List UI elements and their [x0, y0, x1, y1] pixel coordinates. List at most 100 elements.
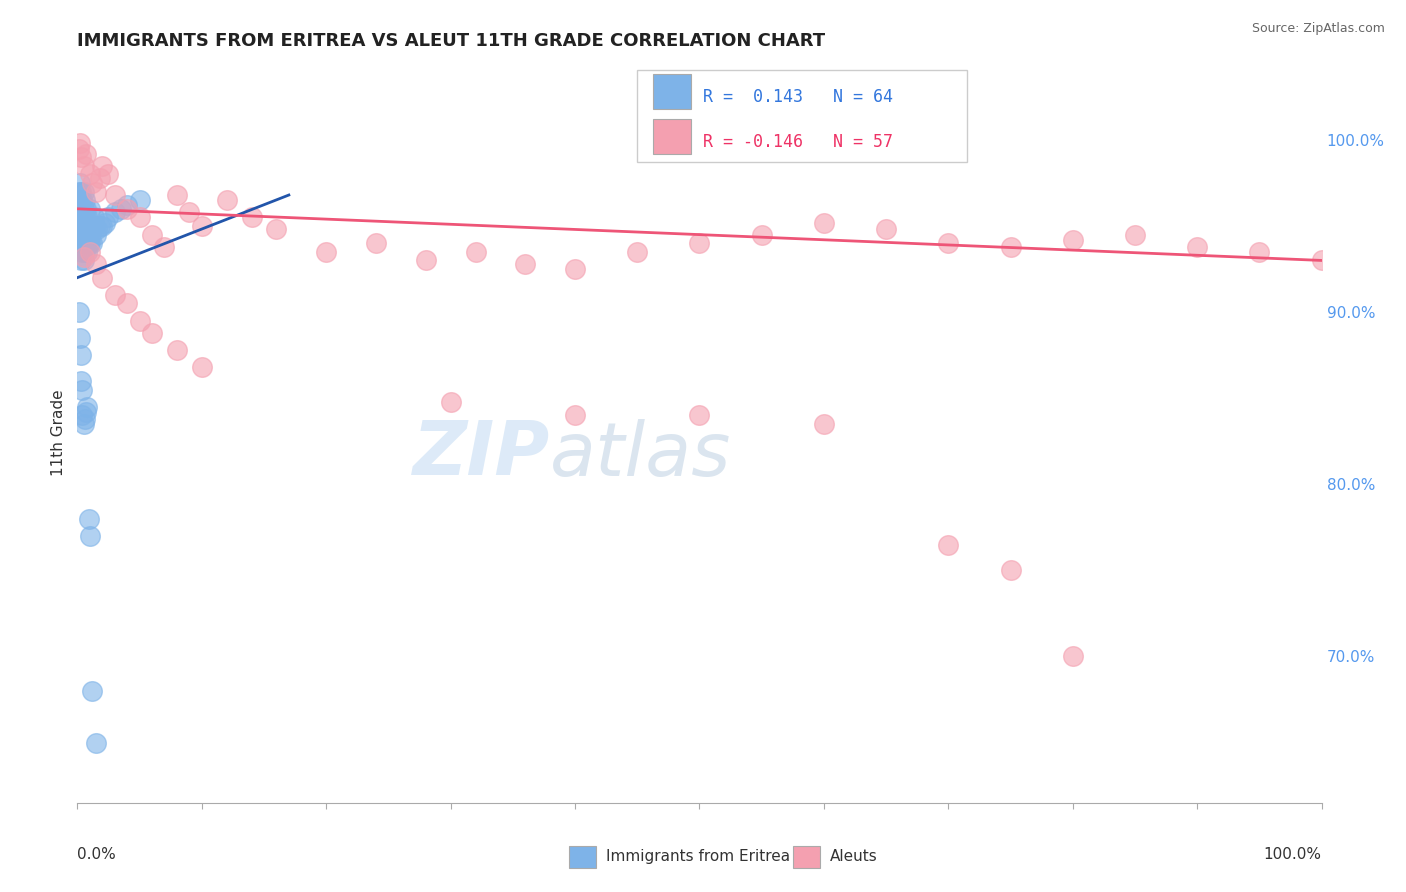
Point	[84, 227, 107, 242]
Point	[813, 216, 835, 230]
Point	[439, 394, 461, 409]
Point	[75, 405, 97, 419]
Point	[1000, 240, 1022, 254]
Point	[77, 236, 100, 251]
FancyBboxPatch shape	[654, 74, 690, 110]
Point	[751, 227, 773, 242]
Point	[77, 219, 100, 233]
Point	[73, 211, 96, 225]
Point	[689, 236, 711, 251]
Point	[626, 244, 648, 259]
Point	[91, 159, 114, 173]
Point	[80, 227, 103, 242]
Point	[128, 211, 150, 225]
Point	[240, 211, 263, 225]
Point	[77, 512, 100, 526]
Point	[79, 236, 101, 251]
Point	[86, 222, 108, 236]
Text: atlas: atlas	[550, 419, 731, 491]
Text: Immigrants from Eritrea: Immigrants from Eritrea	[606, 849, 790, 864]
Point	[91, 219, 114, 233]
Point	[82, 236, 104, 251]
Point	[67, 185, 90, 199]
Point	[179, 205, 201, 219]
Point	[84, 735, 107, 749]
Text: ZIP: ZIP	[413, 418, 550, 491]
Point	[89, 219, 111, 233]
Point	[73, 227, 96, 242]
Point	[115, 202, 138, 216]
Point	[75, 146, 97, 161]
Point	[83, 211, 105, 225]
Point	[1000, 563, 1022, 577]
Point	[415, 253, 437, 268]
Point	[104, 188, 127, 202]
Point	[97, 167, 120, 181]
Point	[464, 244, 486, 259]
Point	[266, 222, 288, 236]
FancyBboxPatch shape	[637, 70, 967, 162]
Point	[128, 314, 150, 328]
Point	[72, 227, 94, 242]
Y-axis label: 11th Grade: 11th Grade	[51, 389, 66, 476]
Point	[104, 288, 127, 302]
Text: R = -0.146   N = 57: R = -0.146 N = 57	[703, 133, 893, 151]
Point	[69, 227, 91, 242]
Point	[82, 176, 104, 190]
Point	[89, 170, 111, 185]
Point	[75, 219, 97, 233]
Point	[91, 270, 114, 285]
Point	[1249, 244, 1271, 259]
Point	[73, 244, 96, 259]
Point	[72, 244, 94, 259]
Point	[76, 227, 98, 242]
Point	[110, 202, 132, 216]
Point	[76, 211, 98, 225]
Point	[875, 222, 897, 236]
Point	[70, 253, 93, 268]
Point	[75, 236, 97, 251]
Point	[79, 167, 101, 181]
Point	[564, 262, 586, 277]
Point	[315, 244, 337, 259]
Point	[67, 219, 90, 233]
Point	[166, 343, 188, 357]
Point	[936, 537, 959, 551]
Point	[69, 136, 91, 151]
Point	[70, 185, 93, 199]
Text: 100.0%: 100.0%	[1264, 847, 1322, 863]
Point	[72, 185, 94, 199]
Point	[128, 193, 150, 207]
Point	[69, 211, 91, 225]
Point	[104, 205, 127, 219]
Point	[70, 202, 93, 216]
Point	[72, 383, 94, 397]
FancyBboxPatch shape	[654, 119, 690, 154]
Point	[515, 257, 537, 271]
Point	[215, 193, 238, 207]
Point	[76, 244, 98, 259]
Point	[84, 257, 107, 271]
Point	[79, 219, 101, 233]
Point	[84, 185, 107, 199]
Point	[67, 142, 90, 156]
Point	[72, 236, 94, 251]
Point	[79, 529, 101, 543]
Text: IMMIGRANTS FROM ERITREA VS ALEUT 11TH GRADE CORRELATION CHART: IMMIGRANTS FROM ERITREA VS ALEUT 11TH GR…	[77, 32, 825, 50]
Point	[73, 412, 96, 426]
Point	[153, 240, 176, 254]
Text: R =  0.143   N = 64: R = 0.143 N = 64	[703, 88, 893, 106]
Point	[75, 202, 97, 216]
Point	[1123, 227, 1146, 242]
Point	[689, 409, 711, 423]
Point	[191, 219, 214, 233]
Point	[72, 193, 94, 207]
Point	[73, 193, 96, 207]
Point	[115, 296, 138, 310]
FancyBboxPatch shape	[569, 846, 596, 868]
Point	[70, 150, 93, 164]
Point	[72, 211, 94, 225]
Point	[79, 202, 101, 216]
Point	[72, 202, 94, 216]
Point	[69, 193, 91, 207]
